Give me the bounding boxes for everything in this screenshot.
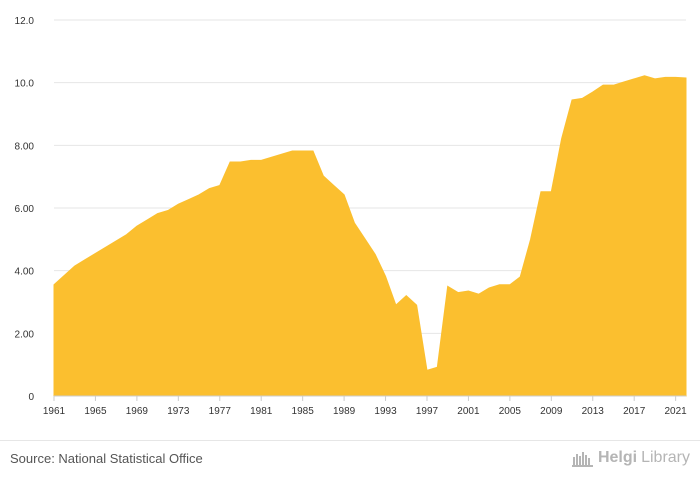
- brand-secondary: Library: [641, 449, 690, 466]
- brand-logo[interactable]: Helgi Library: [571, 449, 690, 467]
- x-tick-label: 2001: [457, 406, 480, 417]
- x-tick-label: 1961: [43, 406, 66, 417]
- x-tick-label: 2017: [623, 406, 646, 417]
- x-tick-label: 1981: [250, 406, 273, 417]
- footer: Source: National Statistical Office Helg…: [0, 440, 700, 483]
- area-fill: [53, 75, 687, 397]
- area-series: [53, 75, 687, 397]
- y-tick-label: 8.00: [15, 141, 35, 152]
- x-tick-label: 1993: [374, 406, 397, 417]
- y-tick-label: 12.0: [15, 16, 35, 27]
- y-tick-label: 4.00: [15, 267, 35, 278]
- y-tick-label: 0: [28, 392, 34, 403]
- x-tick-label: 1965: [84, 406, 107, 417]
- library-icon: [571, 452, 593, 467]
- x-tick-label: 2009: [540, 406, 563, 417]
- x-tick-label: 2021: [665, 406, 688, 417]
- source-note: Source: National Statistical Office: [10, 451, 203, 466]
- x-axis: 1961 1965 1969 1973 1977 1981 1985 1989 1993 1997…: [43, 395, 688, 417]
- x-tick-label: 1997: [416, 406, 439, 417]
- x-tick-label: 1977: [209, 406, 232, 417]
- x-tick-label: 1973: [167, 406, 190, 417]
- x-tick-label: 1969: [126, 406, 149, 417]
- brand-primary: Helgi: [597, 449, 638, 466]
- x-tick-label: 1985: [292, 406, 315, 417]
- y-tick-label: 6.00: [15, 204, 35, 215]
- y-tick-label: 10.0: [15, 79, 35, 90]
- y-tick-label: 2.00: [15, 329, 35, 340]
- x-tick-label: 1989: [333, 406, 356, 417]
- x-tick-label: 2013: [582, 406, 605, 417]
- x-tick-label: 2005: [499, 406, 522, 417]
- y-axis: 0 2.00 4.00 6.00 8.00 10.0 12.0: [15, 16, 35, 403]
